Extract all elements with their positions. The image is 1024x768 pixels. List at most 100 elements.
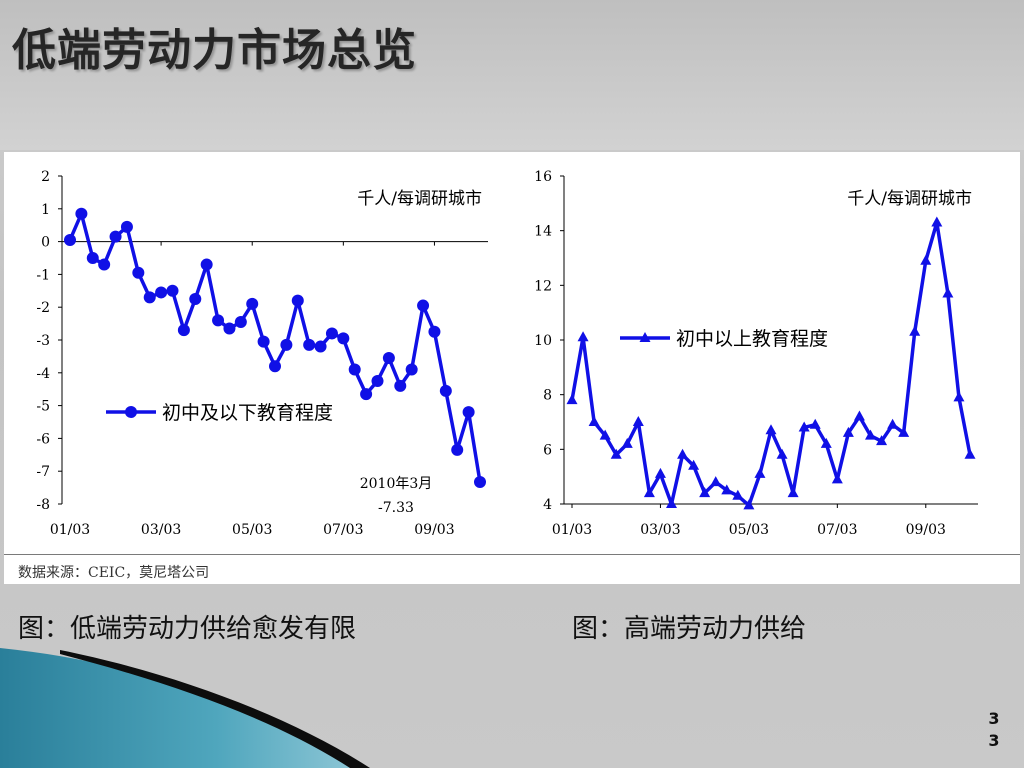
x-tick-label: 07/03 (817, 522, 857, 538)
legend-marker (125, 406, 137, 418)
data-point (280, 338, 293, 351)
data-point (223, 322, 236, 335)
data-point (743, 499, 755, 510)
y-tick-label: 1 (41, 202, 50, 218)
data-point (566, 394, 578, 405)
data-point (666, 498, 677, 508)
data-point (132, 266, 145, 279)
data-point (234, 315, 247, 328)
data-point (291, 294, 304, 307)
data-point (246, 297, 259, 310)
data-point (303, 338, 316, 351)
data-point (348, 363, 361, 376)
legend-marker (639, 332, 651, 342)
data-point (809, 418, 821, 429)
data-point (942, 287, 954, 298)
y-tick-label: -5 (36, 399, 50, 415)
data-point (417, 299, 430, 312)
title-band (0, 0, 1024, 150)
data-point (98, 258, 111, 271)
data-point (865, 429, 876, 440)
y-tick-label: 16 (534, 169, 552, 185)
data-point (75, 207, 88, 220)
data-point (699, 487, 711, 498)
data-point (853, 410, 865, 421)
slide-title: 低端劳动力市场总览 (12, 25, 417, 76)
x-tick-label: 01/03 (50, 522, 90, 538)
data-point (451, 443, 464, 456)
x-tick-label: 05/03 (232, 522, 272, 538)
data-point (798, 421, 810, 432)
data-point (212, 314, 225, 327)
unit-label: 千人/每调研城市 (357, 189, 482, 209)
y-tick-label: 6 (543, 442, 552, 458)
caption-left: 图：低端劳动力供给愈发有限 (18, 614, 357, 644)
data-point (405, 363, 418, 376)
data-point (394, 379, 407, 392)
page-number: 33 (988, 709, 1000, 750)
data-point (953, 391, 965, 402)
data-point (337, 332, 350, 345)
data-point (120, 220, 133, 233)
y-tick-label: 14 (534, 224, 552, 240)
source-divider (4, 554, 1020, 555)
data-point (787, 487, 799, 498)
x-tick-label: 03/03 (141, 522, 181, 538)
data-point (109, 230, 122, 243)
data-point (621, 437, 633, 448)
data-point (428, 325, 441, 338)
data-point (842, 426, 854, 437)
data-point (776, 448, 788, 459)
x-tick-label: 05/03 (729, 522, 769, 538)
y-tick-label: -1 (36, 267, 50, 283)
data-point (820, 437, 832, 448)
y-tick-label: 0 (41, 235, 50, 251)
x-tick-label: 01/03 (552, 522, 592, 538)
data-point (200, 258, 213, 271)
data-point (898, 426, 910, 437)
data-point (876, 435, 888, 446)
data-point (688, 459, 700, 470)
y-tick-label: -8 (36, 497, 50, 513)
data-point (964, 448, 976, 459)
data-point (166, 284, 179, 297)
y-tick-label: 2 (41, 169, 50, 185)
y-tick-label: -3 (36, 333, 50, 349)
x-tick-label: 09/03 (414, 522, 454, 538)
x-tick-label: 09/03 (906, 522, 946, 538)
data-point (632, 416, 644, 426)
data-point (732, 489, 744, 500)
low-end-labor-chart: 2 1 0 -1 -2 -3 -4 -5 -6 -7 -801/03 03/03 05/03 07/03 0… (36, 169, 488, 538)
data-point (439, 384, 452, 397)
data-point (887, 418, 899, 429)
data-point (831, 473, 843, 484)
y-tick-label: 8 (543, 388, 552, 404)
data-point (754, 467, 766, 478)
annotation-date: 2010年3月 (360, 476, 433, 492)
data-point (155, 286, 168, 299)
figure-panel: 2 1 0 -1 -2 -3 -4 -5 -6 -7 -8 01/03 03/03 05/03 07/03 0… (4, 152, 1020, 584)
data-point (143, 291, 156, 304)
data-point (189, 293, 202, 305)
data-point (599, 429, 611, 440)
x-tick-label: 03/03 (640, 522, 680, 538)
data-point (64, 233, 76, 246)
data-point (765, 424, 777, 435)
data-point (610, 448, 622, 459)
data-point (654, 467, 666, 478)
data-point (577, 331, 589, 342)
data-point (257, 335, 270, 348)
y-tick-label: 4 (543, 497, 552, 513)
data-point (177, 324, 190, 337)
legend-label: 初中及以下教育程度 (162, 402, 333, 424)
data-point (382, 352, 395, 365)
data-point (721, 484, 733, 495)
data-point (371, 375, 384, 387)
y-tick-label: -7 (36, 464, 50, 480)
data-point (643, 487, 655, 498)
data-point (269, 360, 281, 373)
x-tick-label: 07/03 (323, 522, 363, 538)
data-point (360, 388, 373, 401)
y-tick-label: -6 (36, 431, 50, 447)
